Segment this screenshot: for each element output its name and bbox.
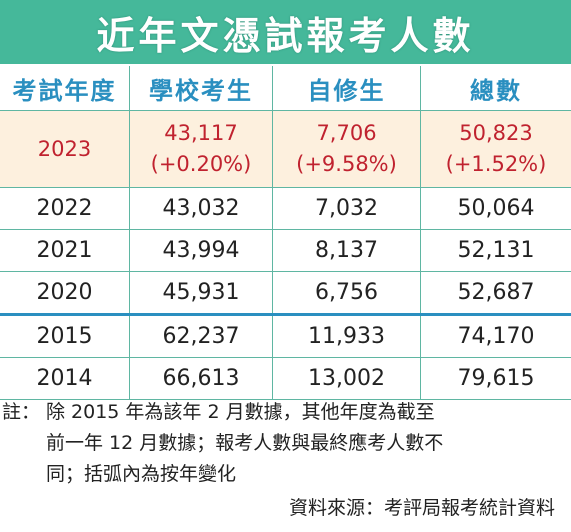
header-private-candidates: 自修生 [273,66,421,110]
cell-private: 7,706 (+9.58%) [273,111,421,187]
cell-private: 7,032 [273,188,421,229]
cell-total: 52,131 [457,238,535,263]
private-value: 7,706 [316,121,377,145]
cell-total: 79,615 [457,366,535,391]
title-bar: 近年文憑試報考人數 [0,0,571,64]
cell-total: 50,823 (+1.52%) [421,111,571,187]
table-row: 2014 66,613 13,002 79,615 [0,358,571,400]
footnote-line-2: 前一年 12 月數據；報考人數與最終應考人數不 [46,432,444,454]
cell-total: 50,064 [457,196,535,221]
header-school-candidates: 學校考生 [130,66,273,110]
cell-private: 6,756 [273,272,421,313]
cell-school: 43,032 [130,188,273,229]
cell-year: 2014 [0,358,130,399]
header-year: 考試年度 [0,66,130,110]
year-value: 2023 [37,136,92,161]
school-change: (+0.20%) [150,152,252,176]
cell-school: 43,994 [130,230,273,271]
private-change: (+9.58%) [296,152,397,176]
cell-year: 2023 [0,111,130,187]
cell-school: 45,931 [130,272,273,313]
footnote-label: 註： [2,401,41,423]
cell-school: 43,117 (+0.20%) [130,111,273,187]
cell-private: 8,137 [273,230,421,271]
footnote-line-3: 同；括弧內為按年變化 [46,463,237,485]
footnote: 註： 除 2015 年為該年 2 月數據，其他年度為截至 前一年 12 月數據；… [2,397,569,490]
footnote-line-1: 除 2015 年為該年 2 月數據，其他年度為截至 [46,401,435,423]
table-row: 2021 43,994 8,137 52,131 [0,230,571,272]
cell-private: 13,002 [273,358,421,399]
cell-school: 62,237 [130,316,273,357]
stats-table: 考試年度 學校考生 自修生 總數 2023 43,117 (+0.20%) 7,… [0,66,571,400]
header-total: 總數 [470,76,522,105]
school-value: 43,117 [164,121,238,145]
data-source: 資料來源：考評局報考統計資料 [288,497,555,519]
cell-year: 2020 [0,272,130,313]
cell-total: 52,687 [457,280,535,305]
cell-private: 11,933 [273,316,421,357]
total-change: (+1.52%) [445,152,547,176]
cell-year: 2015 [0,316,130,357]
cell-school: 66,613 [130,358,273,399]
table-row: 2015 62,237 11,933 74,170 [0,316,571,358]
page-title: 近年文憑試報考人數 [96,13,475,58]
table-header: 考試年度 學校考生 自修生 總數 [0,66,571,111]
table-row: 2020 45,931 6,756 52,687 [0,272,571,316]
table-row-2023: 2023 43,117 (+0.20%) 7,706 (+9.58%) 50,8… [0,111,571,188]
cell-year: 2021 [0,230,130,271]
cell-total: 74,170 [457,324,535,349]
table-row: 2022 43,032 7,032 50,064 [0,188,571,230]
total-value: 50,823 [459,121,533,145]
cell-year: 2022 [0,188,130,229]
